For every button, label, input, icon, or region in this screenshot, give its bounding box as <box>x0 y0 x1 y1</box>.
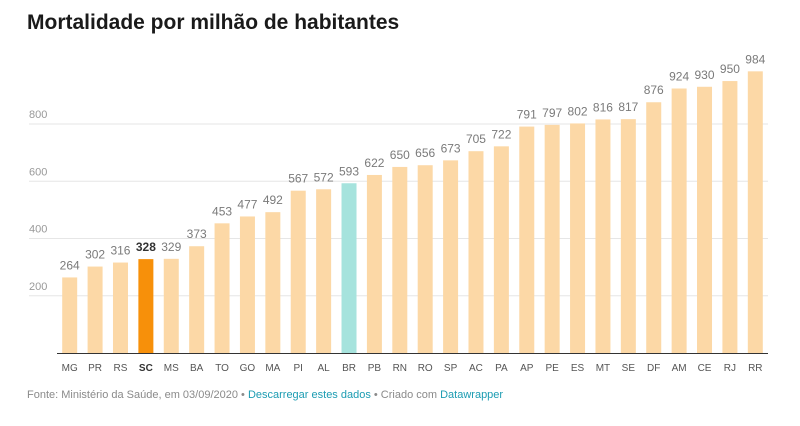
bar-sp <box>443 160 459 353</box>
value-label-es: 802 <box>568 104 588 118</box>
value-label-br: 593 <box>339 164 359 178</box>
y-tick-label: 400 <box>29 224 47 236</box>
x-category-label-sc: SC <box>139 363 153 374</box>
bar-ce <box>697 86 713 353</box>
value-label-se: 817 <box>618 100 638 114</box>
value-label-rs: 316 <box>110 244 130 258</box>
x-category-label-ro: RO <box>418 363 433 374</box>
chart-title: Mortalidade por milhão de habitantes <box>27 11 400 34</box>
x-category-label-go: GO <box>240 363 256 374</box>
value-label-pb: 622 <box>364 156 384 170</box>
x-category-label-rs: RS <box>114 363 128 374</box>
x-category-label-sp: SP <box>444 363 458 374</box>
x-category-label-rr: RR <box>748 363 762 374</box>
bar-br <box>341 183 357 353</box>
value-label-mt: 816 <box>593 100 613 114</box>
x-category-label-mt: MT <box>596 363 610 374</box>
x-category-label-al: AL <box>318 363 331 374</box>
bar-mg <box>62 277 78 353</box>
value-label-pa: 722 <box>491 127 511 141</box>
value-label-rn: 650 <box>390 148 410 162</box>
bar-ro <box>417 165 433 353</box>
value-label-go: 477 <box>237 197 257 211</box>
x-category-label-rj: RJ <box>724 363 736 374</box>
x-category-label-ce: CE <box>698 363 712 374</box>
x-category-label-pa: PA <box>495 363 508 374</box>
x-category-label-se: SE <box>622 363 636 374</box>
download-data-link[interactable]: Descarregar estes dados <box>247 389 371 401</box>
value-label-rj: 950 <box>720 62 740 76</box>
x-category-label-pb: PB <box>368 363 382 374</box>
bar-am <box>671 88 687 353</box>
bar-df <box>646 102 662 354</box>
value-label-ma: 492 <box>263 193 283 207</box>
x-category-label-rn: RN <box>393 363 407 374</box>
footer: Fonte: Ministério da Saúde, em 03/09/202… <box>27 389 503 401</box>
y-tick-label: 600 <box>29 166 47 178</box>
value-label-ce: 930 <box>695 68 715 82</box>
value-label-ba: 373 <box>187 227 207 241</box>
bars: 264 MG 302 PR 316 RS 328 SC 329 MS 373 BA 453 TO 477 GO… <box>60 52 766 374</box>
value-label-am: 924 <box>669 70 689 84</box>
bar-es <box>570 123 586 354</box>
bar-al <box>316 189 332 353</box>
bar-mt <box>595 119 611 353</box>
footer-separator: • <box>237 389 248 401</box>
bar-ac <box>468 151 484 353</box>
x-category-label-df: DF <box>647 363 660 374</box>
value-label-ro: 656 <box>415 146 435 160</box>
bar-pr <box>87 266 103 353</box>
source-note: Fonte: Ministério da Saúde, em 03/09/202… <box>27 389 238 401</box>
datawrapper-link[interactable]: Datawrapper <box>440 389 504 401</box>
bar-rn <box>392 166 408 353</box>
y-tick-label: 200 <box>29 281 47 293</box>
y-tick-label: 800 <box>29 109 47 121</box>
bar-rr <box>747 71 763 353</box>
value-label-al: 572 <box>314 170 334 184</box>
value-label-df: 876 <box>644 83 664 97</box>
value-label-rr: 984 <box>745 52 765 66</box>
bar-sc <box>138 259 154 353</box>
x-category-label-ac: AC <box>469 363 483 374</box>
x-category-label-pi: PI <box>294 363 303 374</box>
bar-go <box>239 216 255 353</box>
bar-ap <box>519 126 535 353</box>
created-with-text: • Criado com <box>370 389 441 401</box>
x-category-label-ba: BA <box>190 363 204 374</box>
x-category-label-ms: MS <box>164 363 179 374</box>
x-category-label-ap: AP <box>520 363 534 374</box>
value-label-mg: 264 <box>60 258 80 272</box>
bar-pi <box>290 190 306 353</box>
bar-se <box>620 119 636 353</box>
x-category-label-to: TO <box>215 363 229 374</box>
value-label-pr: 302 <box>85 248 105 262</box>
value-label-sc: 328 <box>136 240 156 254</box>
bar-pa <box>493 146 509 353</box>
x-category-label-ma: MA <box>265 363 280 374</box>
bar-ma <box>265 212 281 353</box>
bar-ba <box>189 246 205 353</box>
x-category-label-pr: PR <box>88 363 102 374</box>
bar-rs <box>112 262 128 353</box>
value-label-pe: 797 <box>542 106 562 120</box>
x-category-label-br: BR <box>342 363 356 374</box>
bar-pe <box>544 124 560 353</box>
bar-rj <box>722 81 738 353</box>
value-label-ap: 791 <box>517 108 537 122</box>
x-category-label-es: ES <box>571 363 585 374</box>
value-label-ms: 329 <box>161 240 181 254</box>
value-label-to: 453 <box>212 204 232 218</box>
bar-pb <box>366 174 382 353</box>
bar-to <box>214 223 230 353</box>
x-category-label-am: AM <box>672 363 687 374</box>
value-label-sp: 673 <box>441 141 461 155</box>
value-label-pi: 567 <box>288 172 308 186</box>
x-category-label-mg: MG <box>62 363 78 374</box>
value-label-ac: 705 <box>466 132 486 146</box>
bar-ms <box>163 258 179 353</box>
x-category-label-pe: PE <box>545 363 559 374</box>
